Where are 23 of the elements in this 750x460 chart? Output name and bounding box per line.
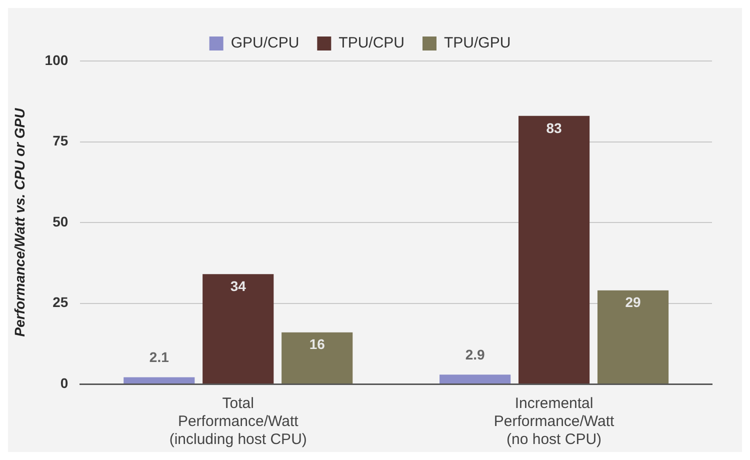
legend-label: TPU/CPU <box>338 34 405 52</box>
x-tick-label: Total Performance/Watt (including host CPU) <box>169 395 307 448</box>
y-tick-label: 0 <box>60 374 68 391</box>
y-tick-label: 50 <box>52 213 68 230</box>
data-label: 16 <box>309 336 326 352</box>
x-tick-label: Incremental Performance/Watt (no host CPU) <box>494 395 616 448</box>
legend-label: TPU/GPU <box>444 34 511 52</box>
data-label: 83 <box>546 120 562 136</box>
bar <box>124 377 195 384</box>
y-tick-label: 100 <box>44 52 68 68</box>
y-axis-title: Performance/Watt vs. CPU or GPU <box>11 107 28 337</box>
bar <box>597 290 669 384</box>
y-tick-label: 75 <box>52 132 68 149</box>
data-label: 29 <box>625 294 642 310</box>
data-label: 2.9 <box>465 346 485 362</box>
data-label: 34 <box>230 278 246 294</box>
bar <box>440 374 511 384</box>
bar <box>518 116 590 384</box>
legend-label: GPU/CPU <box>230 34 300 52</box>
data-label: 2.1 <box>149 349 170 366</box>
bar <box>202 274 274 384</box>
y-tick-label: 25 <box>52 294 68 310</box>
bar <box>282 332 353 384</box>
